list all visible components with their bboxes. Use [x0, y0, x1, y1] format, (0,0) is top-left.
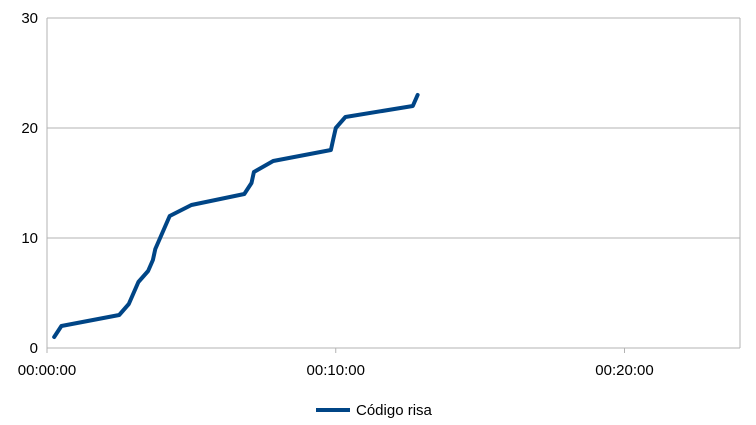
data-point	[243, 193, 245, 195]
data-point	[417, 94, 419, 96]
gridlines	[47, 17, 740, 349]
series-group	[52, 93, 420, 339]
x-tick-label: 00:00:00	[18, 362, 76, 379]
data-point	[251, 182, 252, 184]
x-tick-label: 00:10:00	[307, 362, 365, 379]
data-point	[53, 336, 55, 338]
data-point	[190, 204, 192, 206]
data-point	[332, 138, 334, 140]
data-point	[330, 149, 332, 151]
data-point	[159, 237, 161, 239]
series-line	[52, 93, 420, 339]
y-tick-label: 20	[21, 120, 38, 137]
data-point	[169, 215, 171, 217]
data-point	[335, 127, 337, 129]
data-point	[137, 281, 139, 283]
data-point	[412, 105, 414, 107]
data-point	[272, 160, 274, 162]
data-point	[253, 171, 255, 173]
data-point	[164, 226, 166, 228]
y-tick-label: 30	[21, 10, 38, 27]
data-point	[154, 248, 156, 250]
legend-label: Código risa	[356, 402, 433, 419]
data-point	[344, 116, 346, 118]
legend: Código risa	[316, 402, 433, 419]
data-point	[118, 314, 120, 316]
data-point	[152, 259, 154, 261]
data-point	[147, 270, 149, 272]
axes: 0 10 20 30 00:00:00 00:10:00 00:20:00	[18, 10, 741, 379]
y-tick-label: 10	[21, 230, 38, 247]
y-tick-label: 0	[30, 340, 38, 357]
x-tick-label: 00:20:00	[595, 362, 653, 379]
data-point	[128, 303, 130, 305]
data-point	[60, 325, 62, 327]
